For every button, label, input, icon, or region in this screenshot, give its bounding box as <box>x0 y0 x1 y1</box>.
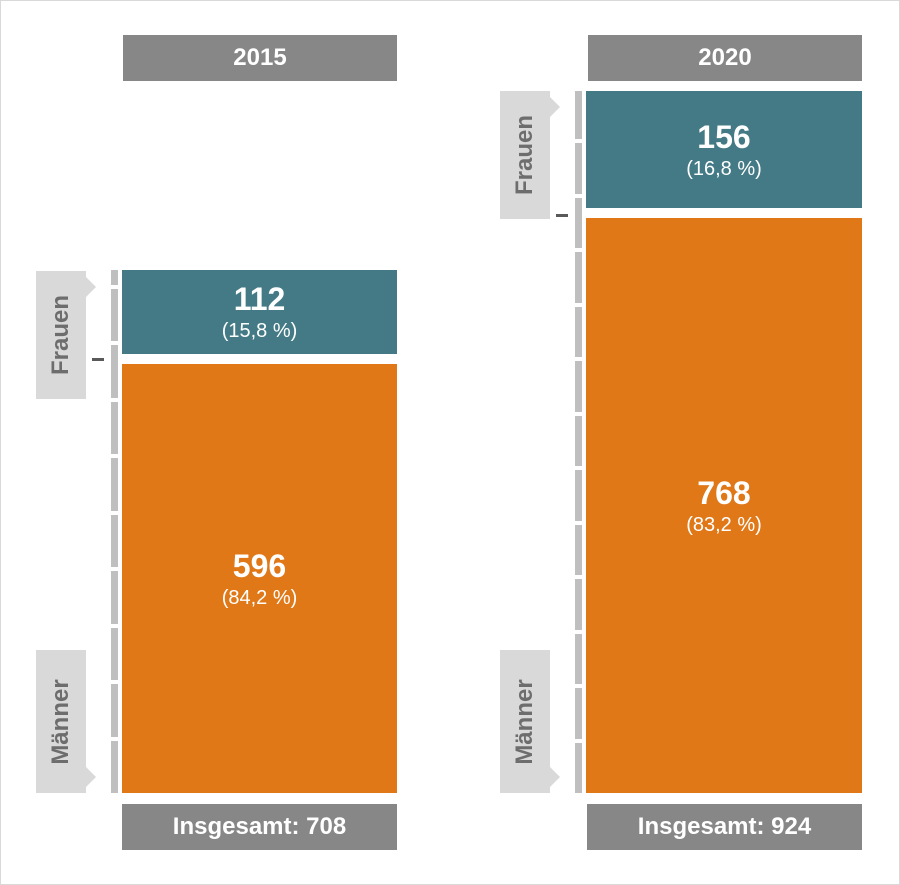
total-label: Insgesamt: 924 <box>637 813 812 840</box>
divider-marker-2015 <box>92 358 104 361</box>
year-header-2015: 2015 <box>123 35 397 81</box>
scale-tick <box>575 143 582 194</box>
scale-tick <box>111 288 118 341</box>
scale-tick <box>575 361 582 412</box>
legend-label-maenner: Männer <box>511 678 538 765</box>
scale-tick <box>111 740 118 793</box>
pointer-arrow-icon <box>86 277 96 297</box>
scale-tick <box>575 742 582 793</box>
scale-tick <box>111 514 118 567</box>
legend-tag-frauen-2020: Frauen <box>500 91 560 219</box>
year-header-2020: 2020 <box>588 35 862 81</box>
pointer-arrow-icon <box>550 97 560 117</box>
value-label: 768 <box>697 474 751 511</box>
total-footer-2015: Insgesamt: 708 <box>122 804 397 850</box>
legend-tag-frauen-2015: Frauen <box>36 271 96 399</box>
legend-tag-maenner-2020: Männer <box>500 650 560 793</box>
total-footer-2020: Insgesamt: 924 <box>587 804 862 850</box>
scale-tick <box>575 470 582 521</box>
scale-tick <box>111 627 118 680</box>
percent-label: (84,2 %) <box>221 586 298 609</box>
scale-tick <box>575 688 582 739</box>
legend-label-frauen: Frauen <box>511 114 538 196</box>
scale-tick <box>575 306 582 357</box>
scale-tick <box>111 270 118 285</box>
scale-tick <box>575 197 582 248</box>
value-label: 156 <box>697 118 751 155</box>
pointer-arrow-icon <box>550 767 560 787</box>
scale-tick <box>111 684 118 737</box>
pointer-arrow-icon <box>86 767 96 787</box>
total-label: Insgesamt: 708 <box>172 813 347 840</box>
legend-label-frauen: Frauen <box>47 294 74 376</box>
value-label: 112 <box>233 281 286 317</box>
scale-tick <box>575 415 582 466</box>
value-label: 596 <box>232 547 287 584</box>
percent-label: (15,8 %) <box>221 320 298 342</box>
bar-segment-frauen-2015: 112 (15,8 %) <box>122 270 397 354</box>
scale-tick <box>575 579 582 630</box>
percent-label: (83,2 %) <box>686 513 762 536</box>
bar-segment-maenner-2020: 768 (83,2 %) <box>586 218 862 793</box>
percent-label: (16,8 %) <box>686 157 762 180</box>
divider-marker-2020 <box>556 214 568 217</box>
scale-tick <box>575 633 582 684</box>
scale-tick <box>575 252 582 303</box>
year-label: 2020 <box>698 44 752 71</box>
year-label: 2015 <box>233 44 287 71</box>
scale-tick <box>111 571 118 624</box>
scale-tick <box>575 524 582 575</box>
scale-tick <box>111 345 118 398</box>
scale-tick <box>575 91 582 139</box>
scale-tick <box>111 458 118 511</box>
legend-label-maenner: Männer <box>47 678 74 765</box>
bar-segment-frauen-2020: 156 (16,8 %) <box>586 91 862 208</box>
scale-tick <box>111 401 118 454</box>
legend-tag-maenner-2015: Männer <box>36 650 96 793</box>
bar-segment-maenner-2015: 596 (84,2 %) <box>122 364 397 793</box>
